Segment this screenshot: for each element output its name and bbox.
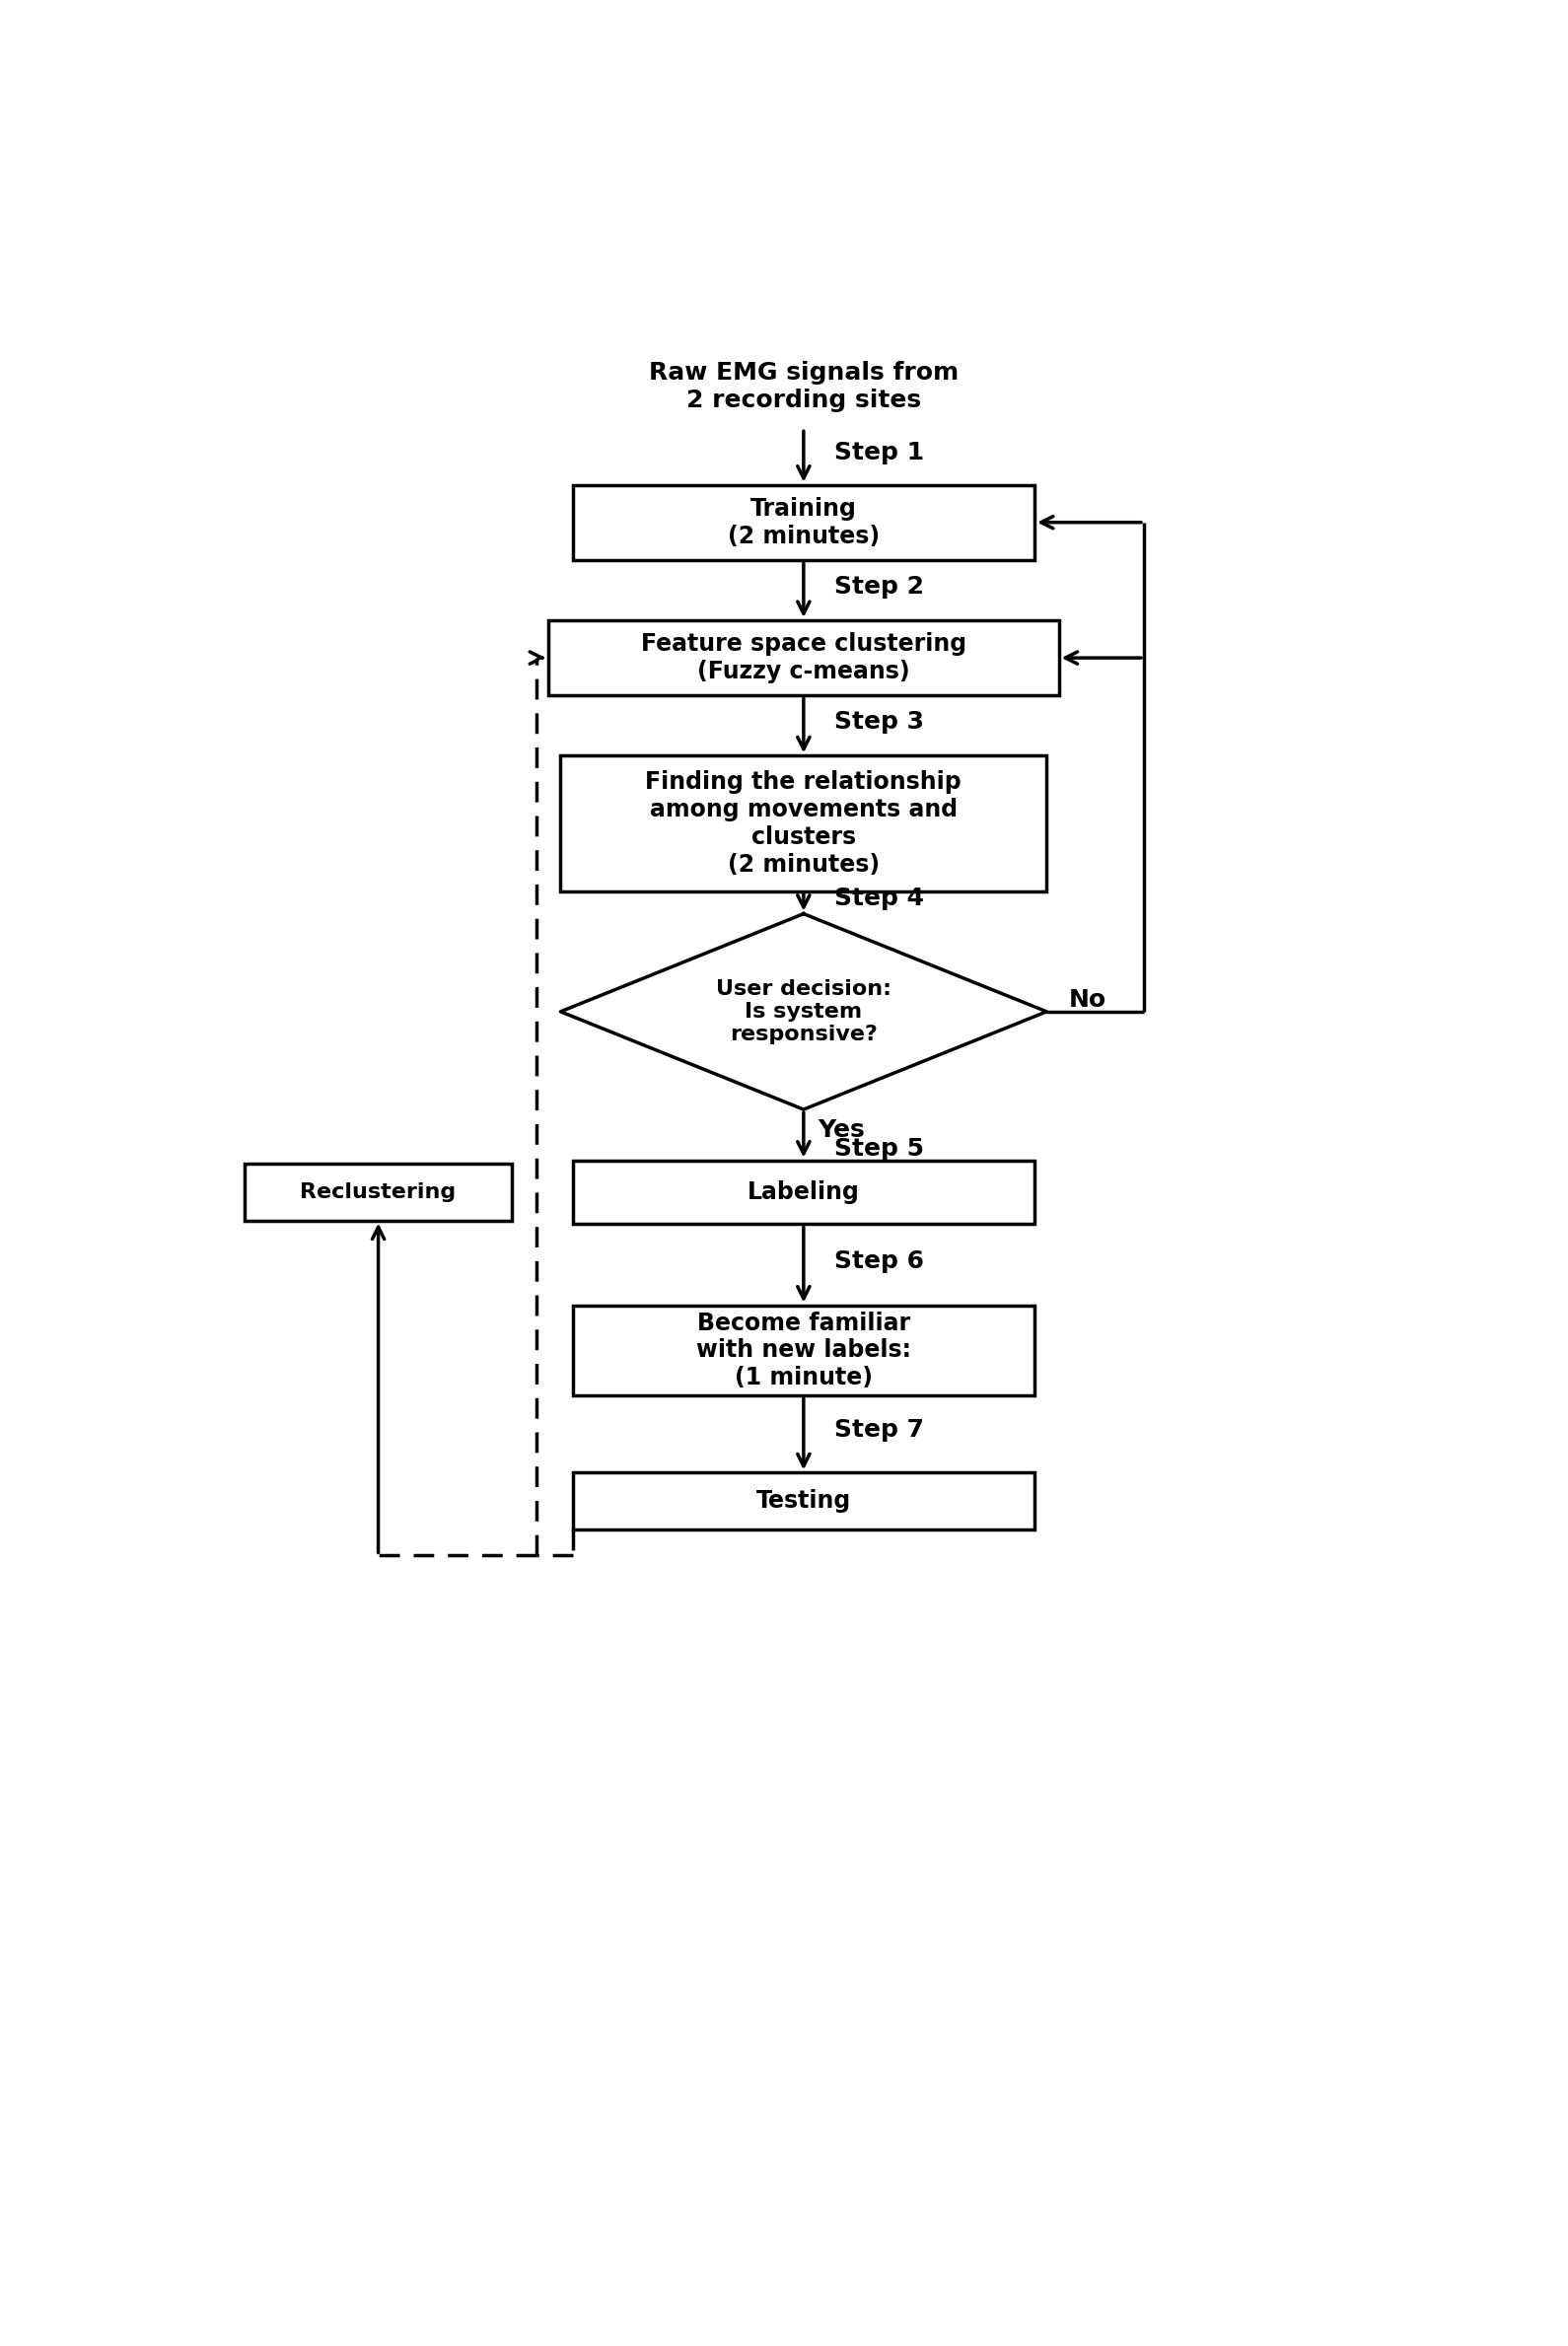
Text: Labeling: Labeling: [748, 1180, 859, 1203]
Text: Become familiar
with new labels:
(1 minute): Become familiar with new labels: (1 minu…: [696, 1311, 911, 1389]
Text: User decision:
Is system
responsive?: User decision: Is system responsive?: [717, 978, 891, 1044]
Text: Reclustering: Reclustering: [299, 1182, 456, 1201]
Text: Step 1: Step 1: [834, 441, 924, 465]
Text: Raw EMG signals from
2 recording sites: Raw EMG signals from 2 recording sites: [649, 361, 958, 413]
Text: Feature space clustering
(Fuzzy c-means): Feature space clustering (Fuzzy c-means): [641, 633, 966, 683]
FancyBboxPatch shape: [572, 1161, 1035, 1225]
Text: Step 2: Step 2: [834, 575, 924, 598]
Text: Step 6: Step 6: [834, 1248, 924, 1274]
FancyBboxPatch shape: [560, 755, 1047, 891]
FancyBboxPatch shape: [245, 1164, 511, 1220]
Text: Step 4: Step 4: [834, 887, 924, 910]
Text: Step 3: Step 3: [834, 711, 924, 734]
Text: Finding the relationship
among movements and
clusters
(2 minutes): Finding the relationship among movements…: [646, 769, 961, 877]
Text: Training
(2 minutes): Training (2 minutes): [728, 497, 880, 549]
FancyBboxPatch shape: [549, 619, 1058, 694]
FancyBboxPatch shape: [572, 486, 1035, 561]
Polygon shape: [560, 913, 1047, 1110]
Text: Yes: Yes: [818, 1119, 866, 1143]
FancyBboxPatch shape: [572, 1473, 1035, 1530]
FancyBboxPatch shape: [572, 1304, 1035, 1396]
Text: Testing: Testing: [756, 1490, 851, 1513]
Text: No: No: [1068, 988, 1105, 1011]
Text: Step 5: Step 5: [834, 1135, 924, 1161]
Text: Step 7: Step 7: [834, 1419, 924, 1443]
